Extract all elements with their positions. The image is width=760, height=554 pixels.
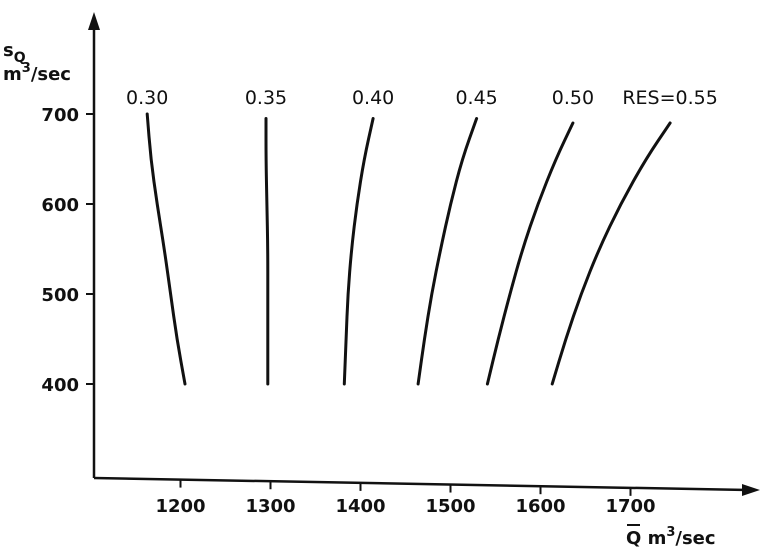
- x-tick-label: 1500: [425, 496, 475, 517]
- series-label: 0.45: [455, 87, 497, 109]
- x-tick-label: 1400: [335, 496, 385, 517]
- series-curve: [416, 117, 479, 386]
- x-tick-label: 1200: [155, 496, 205, 517]
- series-curve: [264, 117, 270, 386]
- y-axis-unit: m3/sec: [3, 61, 71, 85]
- y-tick-label: 600: [41, 195, 79, 216]
- y-tick-label: 500: [41, 285, 79, 306]
- series-label: RES=0.55: [622, 87, 718, 109]
- x-tick-label: 1600: [515, 496, 565, 517]
- series-label: 0.40: [352, 87, 394, 109]
- series-label: 0.35: [245, 87, 287, 109]
- x-axis-title-superscript: 3: [666, 525, 675, 540]
- x-tick-label: 1300: [245, 496, 295, 517]
- series-curve: [550, 121, 672, 386]
- y-axis-unit-superscript: 3: [22, 61, 31, 76]
- y-axis-arrow-icon: [88, 12, 100, 30]
- curve-labels: 0.30 0.35 0.40 0.45 0.50 RES=0.55: [126, 87, 718, 109]
- series-label: 0.30: [126, 87, 168, 109]
- series-curve: [145, 112, 187, 386]
- series-curve: [485, 121, 575, 386]
- x-ticks: 1200 1300 1400 1500 1600 1700: [155, 479, 656, 517]
- y-axis-title-subscript: Q: [14, 50, 26, 66]
- series-label: 0.50: [552, 87, 594, 109]
- y-tick-label: 400: [41, 375, 79, 396]
- y-axis-title: sQ: [3, 40, 26, 66]
- x-axis: [93, 476, 749, 492]
- x-axis-arrow-icon: [742, 484, 760, 496]
- series-curve: [342, 117, 375, 386]
- curves: [145, 112, 672, 386]
- y-tick-label: 700: [41, 105, 79, 126]
- y-ticks: 400 500 600 700: [41, 105, 94, 396]
- x-tick-label: 1700: [605, 496, 655, 517]
- x-axis-title: Q m3/sec: [626, 525, 716, 549]
